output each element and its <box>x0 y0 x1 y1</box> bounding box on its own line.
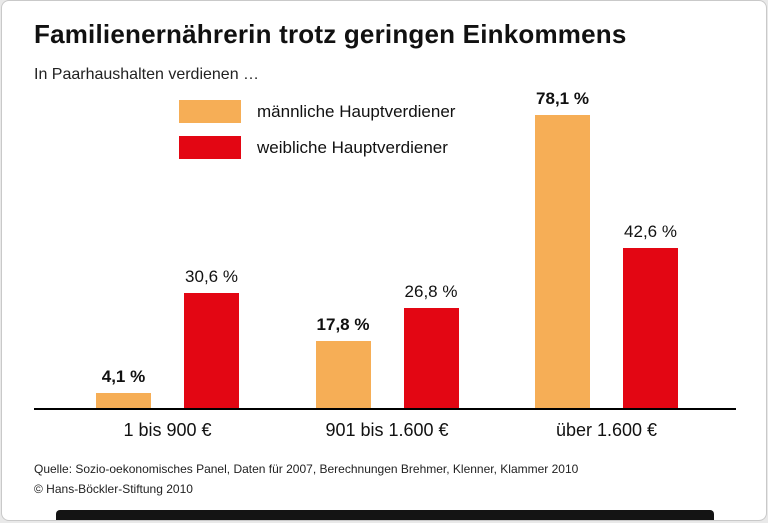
legend-swatch-female <box>179 136 241 159</box>
category-label-2: 901 bis 1.600 € <box>325 420 449 440</box>
chart-area: männliche Hauptverdiener weibliche Haupt… <box>34 86 738 448</box>
bar-female <box>184 293 239 408</box>
bar-male <box>96 392 151 408</box>
bar-male-group3: 78,1 % <box>535 89 590 408</box>
x-axis-line <box>34 408 736 410</box>
bar-value-label: 26,8 % <box>404 281 458 301</box>
copyright-text: © Hans-Böckler-Stiftung 2010 <box>34 481 193 496</box>
bar-male-group2: 17,8 % <box>315 315 371 408</box>
bar-female-group3: 42,6 % <box>623 222 678 408</box>
legend: männliche Hauptverdiener weibliche Haupt… <box>179 100 455 172</box>
bar-value-label: 30,6 % <box>185 267 238 287</box>
category-label-1: 1 bis 900 € <box>123 420 212 440</box>
plot-area: 4,1 % 30,6 % 17,8 % 26,8 % <box>34 86 738 408</box>
legend-label-male: männliche Hauptverdiener <box>257 101 456 121</box>
bar-male <box>315 341 371 408</box>
bar-male-group1: 4,1 % <box>96 367 151 408</box>
category-label-3: über 1.600 € <box>555 420 658 440</box>
legend-item-male: männliche Hauptverdiener <box>179 100 455 123</box>
bar-value-label: 78,1 % <box>536 89 589 109</box>
category-axis: 1 bis 900 € 901 bis 1.600 € über 1.600 € <box>34 410 738 448</box>
bottom-bar-decoration <box>56 510 714 520</box>
legend-label-female: weibliche Hauptverdiener <box>257 137 448 157</box>
bar-value-label: 42,6 % <box>624 222 677 242</box>
bar-value-label: 4,1 % <box>101 366 146 386</box>
bar-female-group2: 26,8 % <box>403 281 459 408</box>
bar-male <box>535 115 590 408</box>
bar-group-2: 17,8 % 26,8 % <box>315 281 459 408</box>
bar-value-label: 17,8 % <box>316 315 370 335</box>
bar-female <box>623 248 678 408</box>
chart-title: Familienernährerin trotz geringen Einkom… <box>34 19 627 49</box>
legend-swatch-male <box>179 100 241 123</box>
source-text: Quelle: Sozio-oekonomisches Panel, Daten… <box>34 462 579 476</box>
bar-female-group1: 30,6 % <box>184 267 239 408</box>
chart-subtitle: In Paarhaushalten verdienen … <box>34 66 260 83</box>
bar-female <box>403 307 459 408</box>
footer: Quelle: Sozio-oekonomisches Panel, Daten… <box>34 460 738 500</box>
bar-group-1: 4,1 % 30,6 % <box>96 267 239 408</box>
legend-item-female: weibliche Hauptverdiener <box>179 136 455 159</box>
bar-group-3: 78,1 % 42,6 % <box>535 89 678 408</box>
